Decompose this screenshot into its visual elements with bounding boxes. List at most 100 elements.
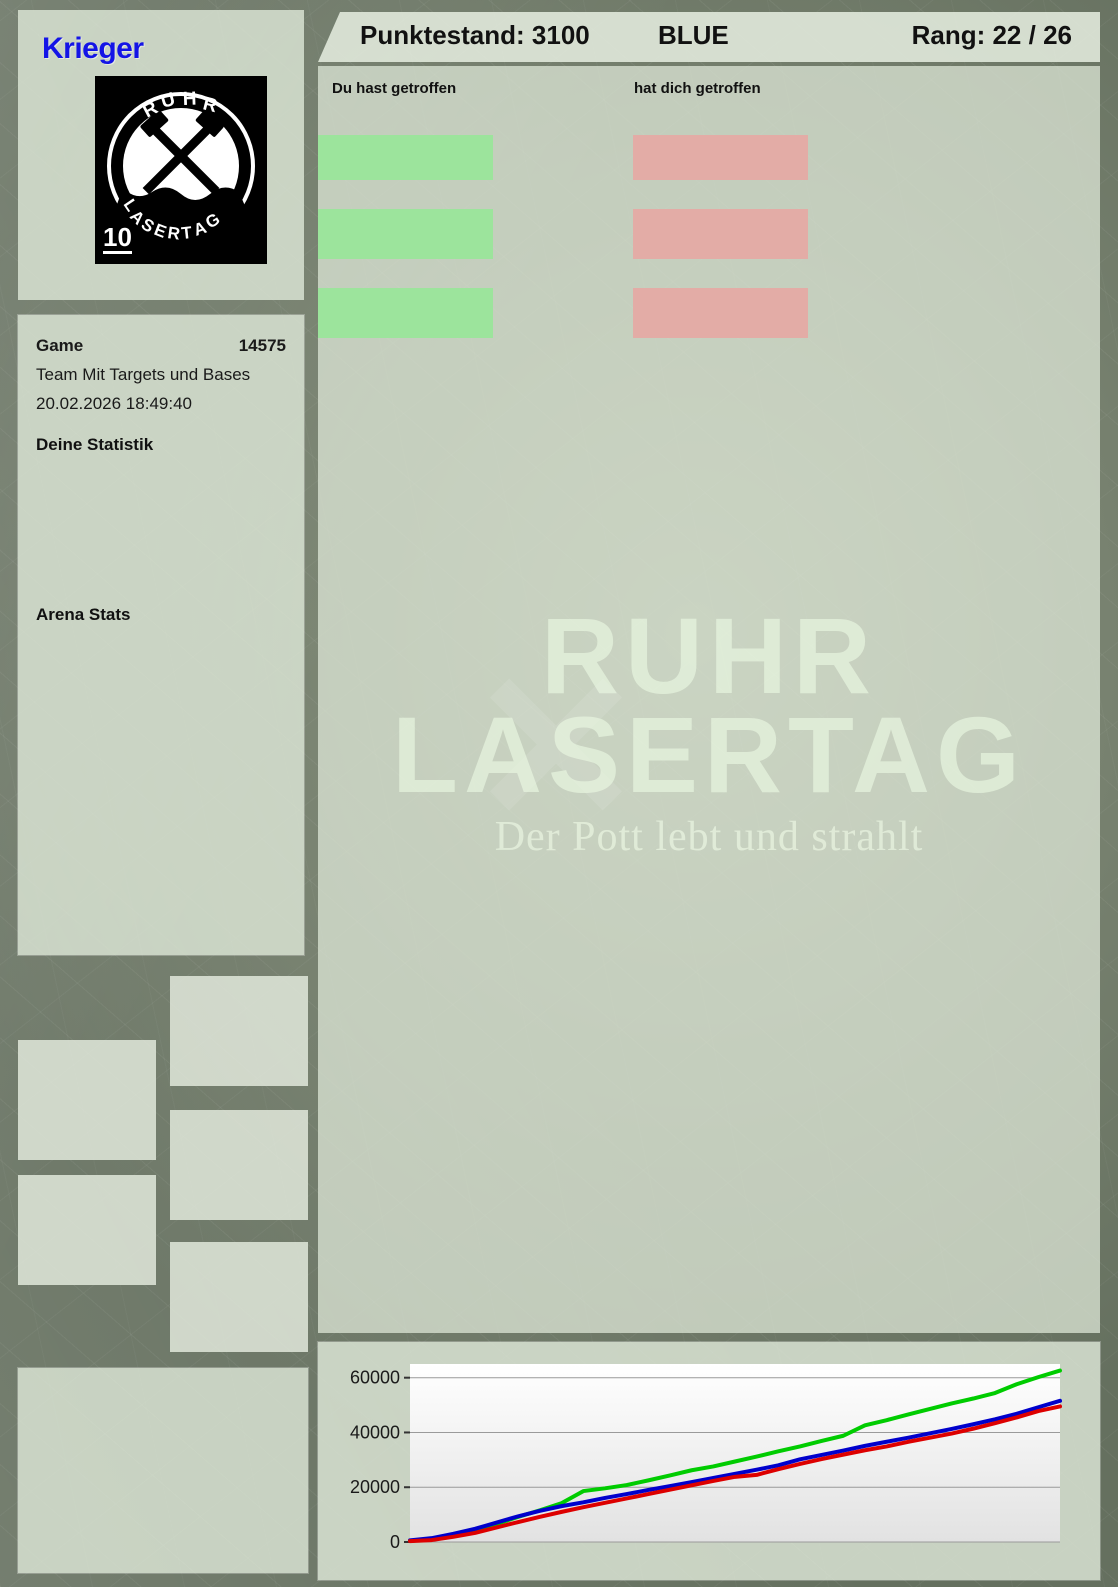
table-header-row [318,288,1100,293]
cell-them [703,323,738,328]
cell-them [738,328,773,333]
cell-you [423,175,458,180]
venue-address-panel [18,1368,308,1573]
cell-you [423,160,458,165]
team-header [318,261,1100,288]
cell-them [703,145,738,150]
table-row[interactable] [318,175,1100,180]
cell-them [668,150,703,155]
cell-them [773,145,808,150]
cell-you [458,234,493,239]
cell-them [668,328,703,333]
cell-them [703,165,738,170]
table-row[interactable] [318,155,1100,160]
cell-you [318,175,353,180]
cell-you [458,150,493,155]
team-block-red [318,261,1100,338]
chart-y-tick-label: 0 [390,1532,400,1552]
cell-them [703,313,738,318]
cell-you [318,145,353,150]
cell-zb [857,175,894,180]
table-row[interactable] [318,244,1100,249]
col-you-FR [318,288,353,293]
cell-them [738,298,773,303]
col-them-PH [773,209,808,214]
cell-them [773,308,808,313]
cell-you [458,298,493,303]
table-row[interactable] [318,313,1100,318]
bodypart-box-ruecken [18,1175,156,1285]
table-row[interactable] [318,298,1100,303]
cell-you [458,318,493,323]
table-row[interactable] [318,303,1100,308]
cell-you [423,170,458,175]
cell-you [353,175,388,180]
table-row[interactable] [318,328,1100,333]
cell-rank [931,175,977,180]
cell-player-name [493,175,633,180]
cell-you [388,303,423,308]
table-row[interactable] [318,308,1100,313]
cell-you [458,303,493,308]
cell-you [353,244,388,249]
cell-them [738,140,773,145]
cell-them [703,229,738,234]
cell-them [633,328,668,333]
table-row[interactable] [318,254,1100,259]
table-row[interactable] [318,170,1100,175]
table-row[interactable] [318,145,1100,150]
table-row[interactable] [318,234,1100,239]
cell-you [318,160,353,165]
cell-them [633,234,668,239]
cell-them [703,160,738,165]
cell-you [318,229,353,234]
cell-tg [894,175,931,180]
table-header-row [318,209,1100,214]
table-row[interactable] [318,160,1100,165]
cell-them [703,254,738,259]
cell-player-name [493,254,633,259]
table-row[interactable] [318,165,1100,170]
cell-them [668,229,703,234]
col-them-LS [703,288,738,293]
cell-gap [808,254,820,259]
table-row[interactable] [318,224,1100,229]
table-row[interactable] [318,293,1100,298]
cell-them [773,328,808,333]
cell-you [388,175,423,180]
cell-you [353,160,388,165]
table-row[interactable] [318,229,1100,234]
table-row[interactable] [318,150,1100,155]
col-them-Rü [668,135,703,140]
table-row[interactable] [318,249,1100,254]
cell-you [318,298,353,303]
cell-you [388,293,423,298]
table-row[interactable] [318,318,1100,323]
cell-them [633,323,668,328]
cell-you [318,244,353,249]
svg-text:R: R [201,93,220,117]
table-row[interactable] [318,323,1100,328]
cell-them [738,323,773,328]
table-row[interactable] [318,140,1100,145]
cell-you [423,229,458,234]
table-row[interactable] [318,239,1100,244]
cell-them [703,150,738,155]
cell-them [738,155,773,160]
cell-you [318,234,353,239]
cell-them [703,234,738,239]
cell-you [318,333,353,338]
table-row[interactable] [318,214,1100,219]
svg-text:H: H [182,89,196,110]
team-table [318,209,1100,259]
cell-them [633,145,668,150]
table-row[interactable] [318,333,1100,338]
team-table [318,135,1100,180]
cell-you [353,313,388,318]
cell-bt [820,333,857,338]
cell-you [388,234,423,239]
cell-you [388,333,423,338]
game-row: Game 14575 [36,331,286,360]
cell-them [668,298,703,303]
table-row[interactable] [318,219,1100,224]
